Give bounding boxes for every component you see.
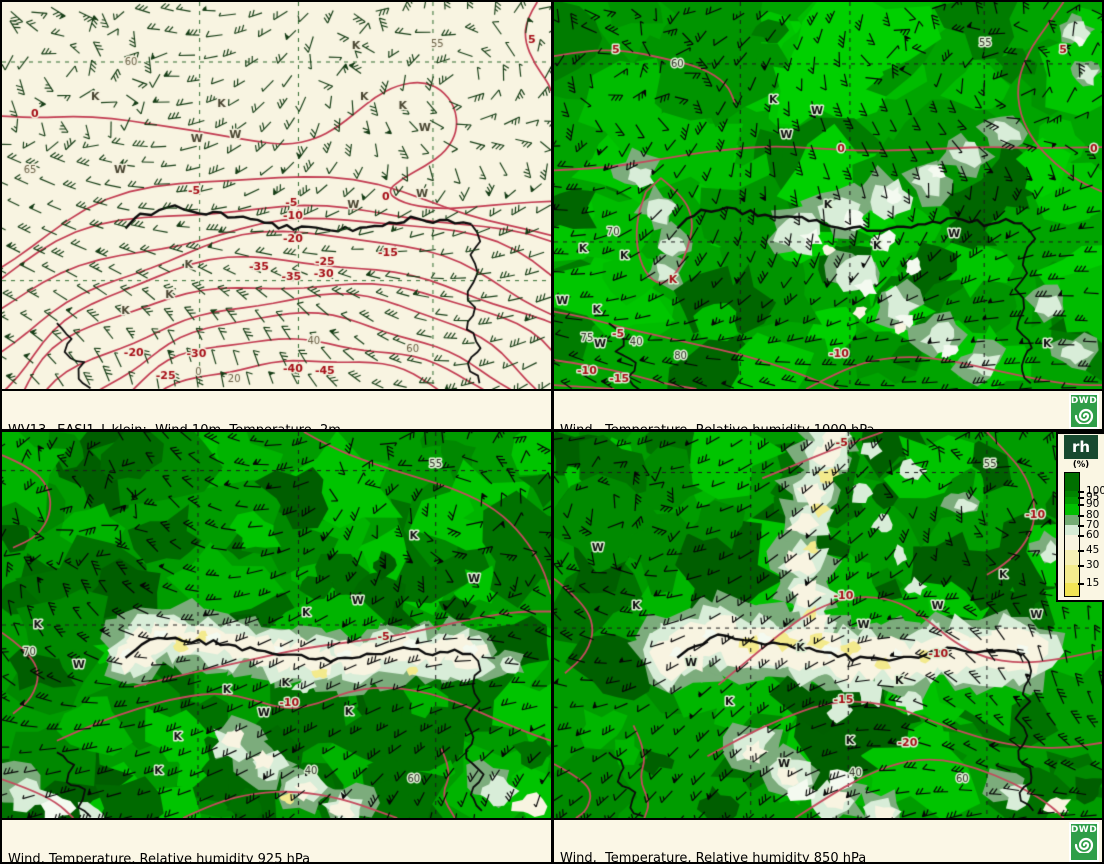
caption-rh-1000hpa: Wind, Temperature, Relative humidity 100… bbox=[554, 389, 1102, 429]
map-rh-1000hpa bbox=[554, 2, 1102, 389]
caption-rh-925hpa: Wind, Temperature, Relative humidity 925… bbox=[2, 818, 551, 862]
caption-title: Wind, Temperature, Relative humidity 925… bbox=[8, 852, 311, 862]
map-rh-925hpa bbox=[2, 432, 551, 818]
legend-colorbar: 100 95 90 80 70 60 45 30 15 bbox=[1064, 472, 1104, 597]
dwd-logo-text: DWD bbox=[1070, 825, 1098, 835]
caption-wind10m-temp2m: WV13~EASI1_I_klein: Wind 10m, Temperatur… bbox=[2, 389, 551, 429]
dwd-logo: DWD bbox=[1069, 822, 1099, 862]
map-wind10m-temp2m bbox=[2, 2, 551, 389]
legend-title: rh bbox=[1064, 435, 1098, 459]
map-rh-850hpa bbox=[554, 432, 1102, 818]
dwd-logo-text: DWD bbox=[1070, 396, 1098, 406]
caption-title: Wind, Temperature, Relative humidity 850… bbox=[560, 851, 867, 863]
rh-legend: rh (%) 100 95 90 80 70 60 45 30 15 bbox=[1056, 432, 1104, 602]
legend-unit: (%) bbox=[1072, 460, 1090, 470]
dwd-logo: DWD bbox=[1069, 393, 1099, 429]
dwd-spiral-icon bbox=[1074, 837, 1094, 853]
caption-rh-850hpa: Wind, Temperature, Relative humidity 850… bbox=[554, 818, 1102, 862]
caption-title: Wind, Temperature, Relative humidity 100… bbox=[560, 423, 1102, 429]
dwd-spiral-icon bbox=[1074, 408, 1094, 424]
caption-title: WV13~EASI1_I_klein: Wind 10m, Temperatur… bbox=[8, 423, 551, 429]
